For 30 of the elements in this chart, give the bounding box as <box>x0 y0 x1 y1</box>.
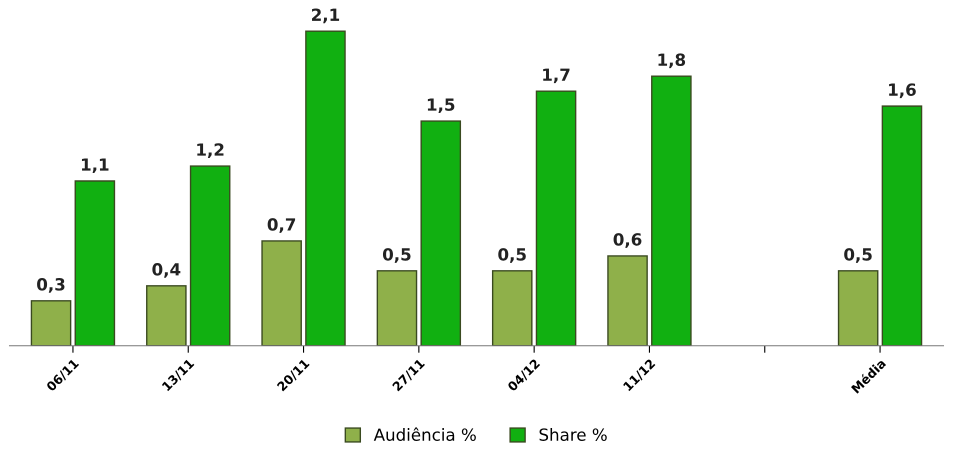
bar <box>651 75 692 346</box>
bar <box>492 270 533 346</box>
bar <box>376 270 418 346</box>
data-label: 0,6 <box>614 233 642 248</box>
data-label: 1,6 <box>889 83 916 98</box>
data-label: 0,5 <box>498 248 526 263</box>
bar <box>838 270 878 346</box>
bar <box>30 300 72 346</box>
bar <box>74 180 116 346</box>
data-label: 0,5 <box>382 248 411 263</box>
data-label: 1,1 <box>82 158 108 173</box>
bar <box>146 285 187 346</box>
bar <box>190 165 230 346</box>
data-label: 0,5 <box>844 248 872 263</box>
data-label: 0,3 <box>37 278 64 293</box>
bar <box>536 90 576 346</box>
bar <box>305 30 346 346</box>
bar <box>607 255 648 346</box>
data-label: 1,7 <box>543 68 570 84</box>
legend-label: Audiência % <box>374 427 476 441</box>
data-label: 1,2 <box>197 143 224 158</box>
data-label: 0,7 <box>268 218 296 233</box>
legend-label: Share % <box>540 428 607 441</box>
bar <box>420 120 462 346</box>
bar <box>261 240 302 346</box>
data-label: 2,1 <box>312 8 340 24</box>
data-label: 1,8 <box>658 53 686 68</box>
bar <box>882 105 922 346</box>
data-label: 0,4 <box>152 263 180 278</box>
data-label: 1,5 <box>428 98 454 114</box>
